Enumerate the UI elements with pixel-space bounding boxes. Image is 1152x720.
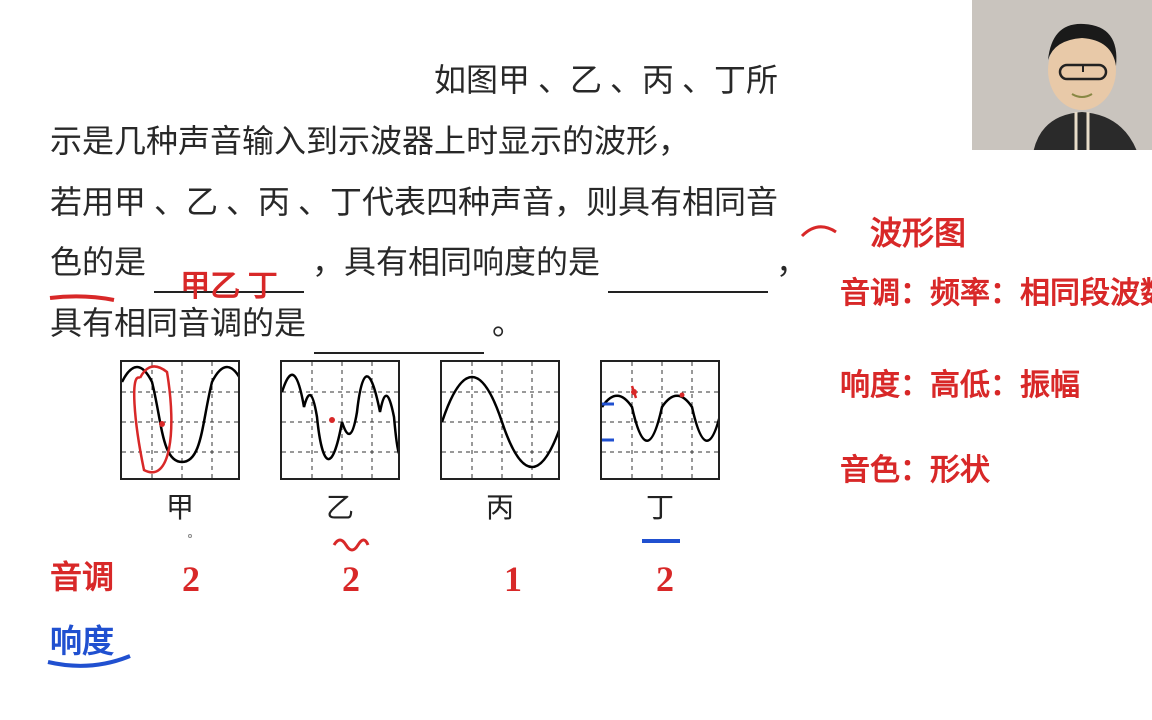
curve-yi	[282, 375, 400, 459]
squiggle-yi-icon	[332, 535, 372, 553]
chart-ding: 丁	[600, 360, 720, 526]
q-line2: 示是几种声音输入到示波器上时显示的波形，	[50, 111, 820, 172]
rowlabel-yindiao: 音调	[50, 552, 114, 598]
wave-bing	[440, 360, 560, 480]
sidenote-l1: 音调：频率：相同段波数	[840, 268, 1152, 312]
blue-underline-xiangdu	[46, 652, 136, 672]
label-yi: 乙	[326, 486, 354, 526]
sidenote-title: 波形图	[870, 208, 966, 254]
sidenote-l2: 响度：高低：振幅	[840, 360, 1080, 404]
chart-jia: 甲	[120, 360, 240, 526]
q5-pre: 具有相同音调的是	[50, 305, 306, 341]
dot-ding-2	[680, 393, 685, 398]
val-yi: 2	[342, 558, 360, 600]
chart-yi: 乙	[280, 360, 400, 526]
val-bing: 1	[504, 558, 522, 600]
dot-yi	[329, 417, 335, 423]
q-line1: 如图甲 、乙 、丙 、丁所	[50, 50, 820, 111]
red-underline-icon	[48, 292, 118, 304]
wave-yi	[280, 360, 400, 480]
person-icon	[1012, 10, 1142, 150]
q4-post: ，具有相同响度的是	[312, 244, 600, 280]
line-ding-icon	[640, 536, 684, 546]
red-arc-icon	[800, 218, 840, 248]
label-jia: 甲	[166, 486, 194, 526]
curve-ding	[602, 396, 720, 441]
wave-ding	[600, 360, 720, 480]
webcam-overlay	[972, 0, 1152, 150]
q5-end: 。	[492, 305, 524, 341]
blank-2	[608, 255, 768, 293]
blank-3	[314, 316, 484, 354]
label-bing: 丙	[486, 486, 514, 526]
question-block: 如图甲 、乙 、丙 、丁所 示是几种声音输入到示波器上时显示的波形， 若用甲 、…	[50, 50, 820, 354]
wave-jia	[120, 360, 240, 480]
charts-row: 甲 乙 丙 丁	[120, 360, 720, 526]
label-ding: 丁	[646, 486, 674, 526]
q4-end: ，	[776, 244, 808, 280]
q4-pre: 色的是	[50, 244, 146, 280]
q-line4: 色的是 甲乙 丁 ，具有相同响度的是 ，	[50, 232, 820, 293]
blank-1: 甲乙 丁	[154, 255, 304, 293]
q-line3: 若用甲 、乙 、丙 、丁代表四种声音，则具有相同音	[50, 172, 820, 233]
val-jia: 2	[182, 558, 200, 600]
val-ding: 2	[656, 558, 674, 600]
sidenote-l3: 音色：形状	[840, 445, 990, 489]
chart-bing: 丙	[440, 360, 560, 526]
q-line5: 具有相同音调的是 。	[50, 293, 820, 354]
cursor-dot-icon	[188, 534, 192, 538]
dot-jia	[159, 421, 165, 427]
